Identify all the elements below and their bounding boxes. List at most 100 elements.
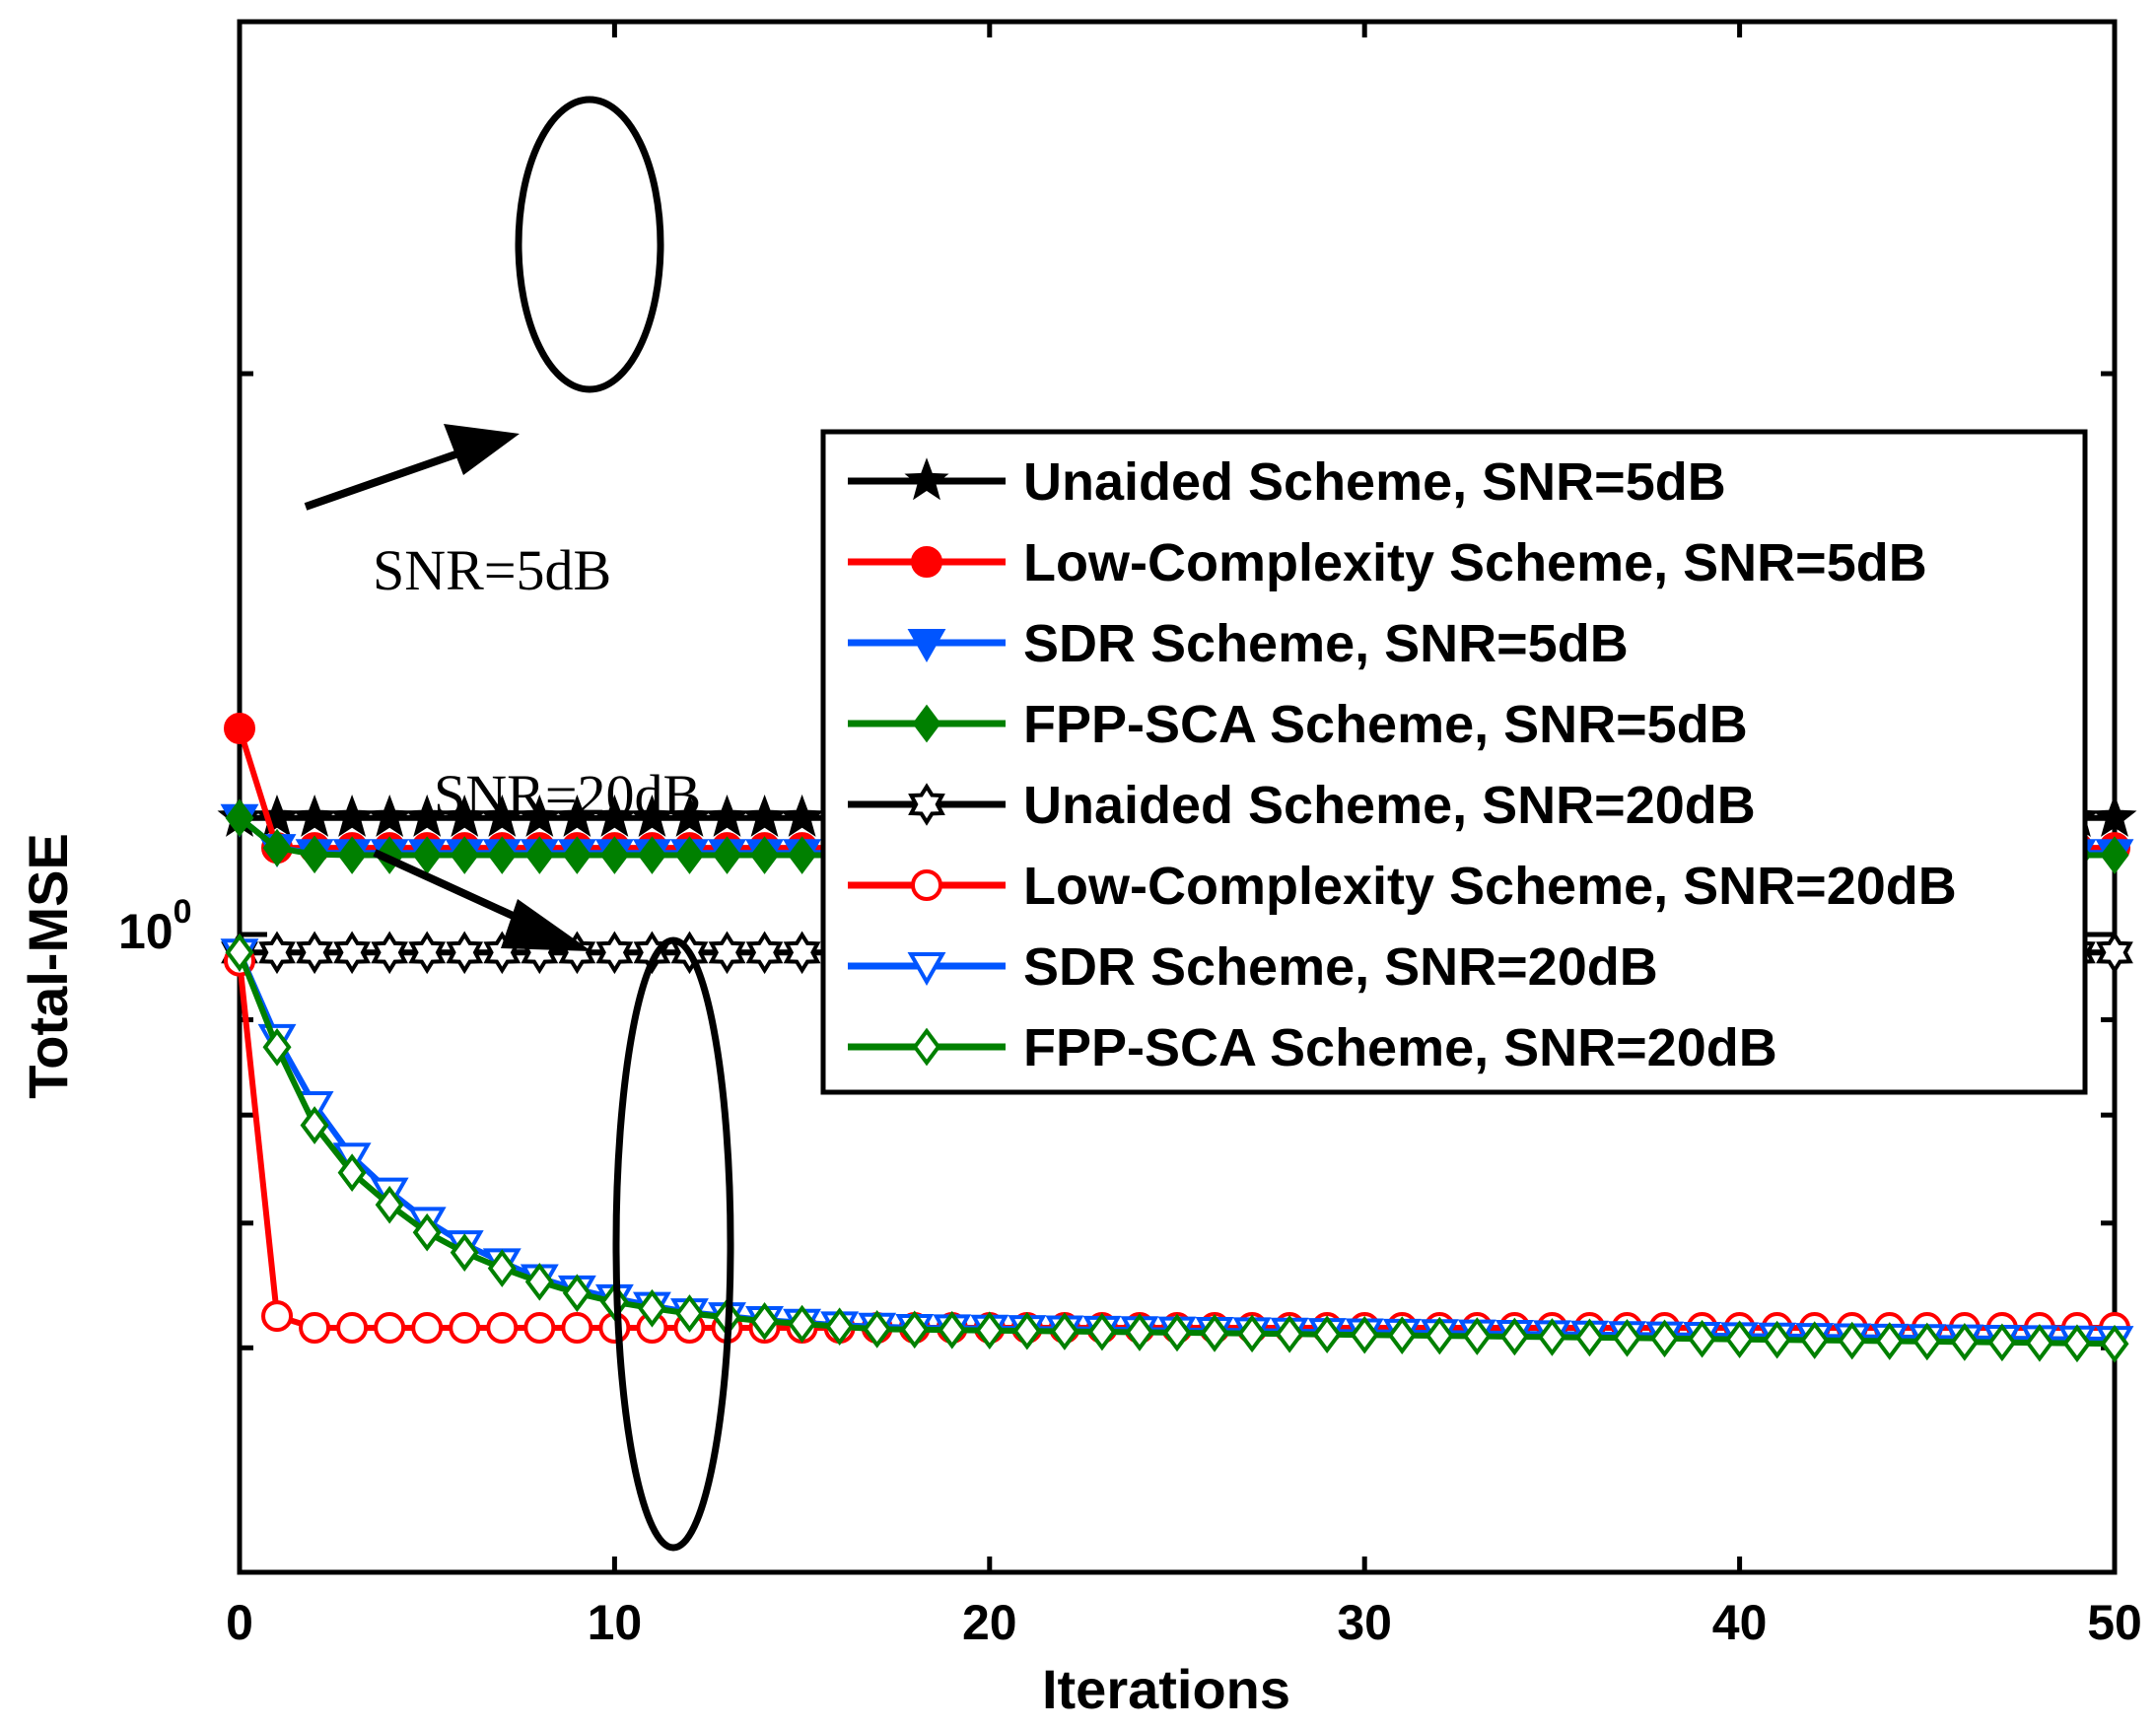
axis-ticks: [237, 22, 2118, 1572]
legend: Unaided Scheme, SNR=5dB Low-Complexity Sc…: [820, 429, 2088, 1095]
data-point: [1537, 1318, 1566, 1356]
data-point: [450, 836, 479, 874]
data-point: [224, 712, 255, 744]
annotation-snr5: SNR=5dB: [373, 538, 611, 602]
data-point: [788, 1304, 817, 1344]
data-point: [1875, 1322, 1905, 1360]
data-point: [300, 1106, 329, 1144]
data-point: [1650, 1319, 1680, 1358]
y-tick-label: 100: [118, 893, 192, 959]
data-point: [1688, 1319, 1717, 1358]
data-point: [562, 836, 591, 874]
data-point: [225, 933, 254, 972]
data-point: [333, 931, 371, 975]
data-point: [1312, 1315, 1342, 1354]
data-point: [2096, 931, 2133, 975]
legend-label: FPP-SCA Scheme, SNR=5dB: [1023, 695, 1748, 754]
legend-marker: [912, 704, 941, 743]
data-point: [674, 836, 704, 874]
data-point: [938, 1310, 967, 1349]
legend-entry: Low-Complexity Scheme, SNR=20dB: [848, 857, 1957, 916]
legend-label: Low-Complexity Scheme, SNR=20dB: [1023, 857, 1957, 916]
data-point: [637, 836, 666, 874]
data-point: [1125, 1313, 1154, 1351]
data-point: [2092, 794, 2137, 837]
data-point: [1012, 1311, 1042, 1350]
data-point: [562, 1274, 591, 1313]
data-point: [705, 794, 749, 837]
data-point: [1350, 1315, 1379, 1354]
legend-entry: SDR Scheme, SNR=20dB: [848, 937, 1658, 997]
data-point: [741, 794, 788, 837]
data-point: [554, 794, 599, 837]
legend-label: FPP-SCA Scheme, SNR=20dB: [1023, 1018, 1777, 1077]
data-point: [371, 931, 408, 975]
data-point: [1838, 1321, 1867, 1360]
data-point: [975, 1311, 1005, 1350]
data-point: [337, 836, 367, 874]
legend-entry: FPP-SCA Scheme, SNR=5dB: [848, 695, 1748, 754]
data-point: [411, 1312, 444, 1345]
x-tick-label: 30: [1337, 1595, 1392, 1650]
data-point: [599, 836, 629, 874]
y-axis-label: Total-MSE: [17, 833, 79, 1099]
data-point: [412, 836, 442, 874]
data-point: [2100, 1324, 2129, 1363]
data-point: [517, 794, 562, 837]
x-tick-label: 10: [588, 1595, 643, 1650]
data-point: [225, 798, 254, 838]
legend-label: Unaided Scheme, SNR=5dB: [1023, 452, 1726, 512]
data-point: [674, 1294, 704, 1333]
data-point: [486, 1312, 519, 1345]
legend-label: SDR Scheme, SNR=20dB: [1023, 937, 1658, 997]
legend-entry: Unaided Scheme, SNR=5dB: [848, 452, 1726, 512]
data-point: [667, 794, 712, 837]
data-point: [637, 1288, 666, 1328]
data-point: [1387, 1316, 1417, 1354]
data-point: [261, 1300, 294, 1333]
data-point: [412, 1212, 442, 1252]
y-tick-exponent: 0: [174, 893, 192, 931]
data-point: [1499, 1317, 1529, 1356]
data-point: [825, 1307, 855, 1347]
legend-marker: [907, 629, 946, 663]
data-point: [1950, 1323, 1980, 1361]
x-tick-label: 50: [2087, 1595, 2142, 1650]
data-point: [408, 931, 447, 975]
data-point: [863, 1310, 892, 1349]
data-point: [337, 1153, 367, 1192]
x-tick-labels: 0 10 20 30 40 50: [226, 1595, 2142, 1650]
y-tick-base: 10: [118, 904, 174, 959]
snr20-arrow: [373, 849, 591, 951]
legend-marker: [911, 869, 942, 901]
legend-label: Low-Complexity Scheme, SNR=5dB: [1023, 533, 1927, 592]
data-point: [1800, 1321, 1830, 1359]
legend-marker: [908, 783, 945, 826]
data-point: [479, 794, 524, 837]
data-point: [783, 931, 821, 975]
legend-marker: [904, 457, 949, 501]
data-point: [1462, 1317, 1492, 1355]
data-point: [262, 828, 292, 867]
data-point: [523, 1312, 556, 1345]
data-point: [1237, 1314, 1267, 1353]
data-point: [449, 1312, 481, 1345]
data-point: [1200, 1314, 1229, 1352]
data-point: [1050, 1312, 1079, 1350]
legend-entry: FPP-SCA Scheme, SNR=20dB: [848, 1018, 1777, 1077]
data-point: [2025, 1323, 2054, 1362]
data-point: [1087, 1312, 1117, 1351]
snr5-group-ellipse: [515, 96, 664, 393]
data-point: [595, 931, 634, 975]
legend-label: SDR Scheme, SNR=5dB: [1023, 614, 1629, 673]
data-point: [1913, 1322, 1942, 1361]
data-point: [1763, 1320, 1792, 1359]
legend-marker: [911, 546, 942, 578]
data-point: [262, 1027, 292, 1067]
data-point: [375, 1185, 404, 1224]
legend-entry: SDR Scheme, SNR=5dB: [848, 614, 1629, 673]
data-point: [367, 794, 412, 837]
data-point: [1162, 1313, 1192, 1352]
data-point: [524, 836, 554, 874]
